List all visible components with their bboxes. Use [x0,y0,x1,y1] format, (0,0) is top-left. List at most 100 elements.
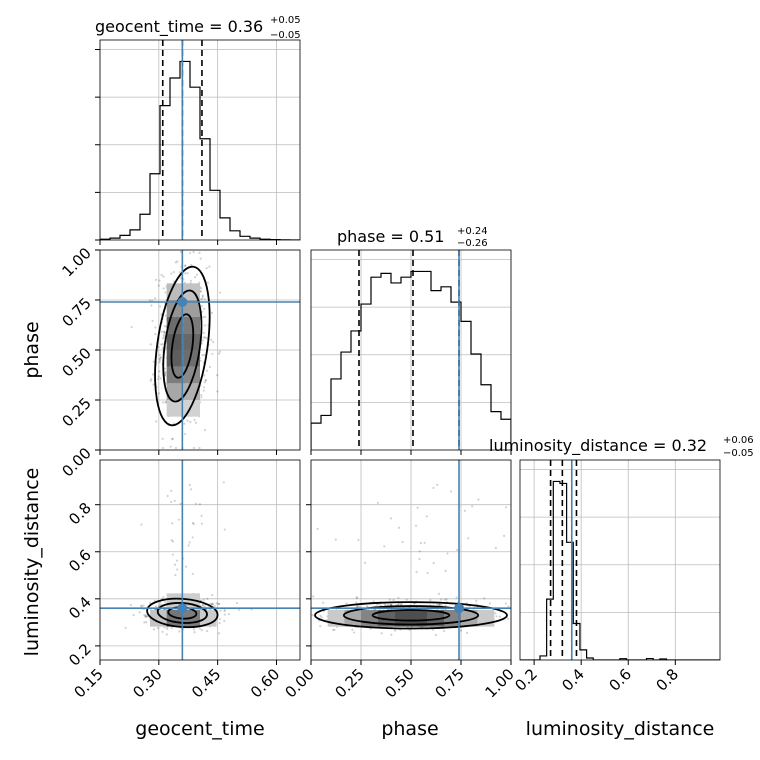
joint-geocent-time-phase-point [169,445,172,448]
joint-geocent-time-luminosity-distance-point [206,597,209,601]
joint-phase-luminosity-distance-point [432,486,435,490]
joint-geocent-time-phase-point [160,343,163,346]
joint-geocent-time-luminosity-distance-point [176,568,179,571]
joint-phase-luminosity-distance-point [380,632,383,635]
joint-phase-luminosity-distance-point [475,599,478,602]
joint-geocent-time-luminosity-distance-point [218,618,222,621]
joint-phase-luminosity-distance-density-cell [394,610,411,627]
panel-joint-geocent-time-phase: 0.00 0.25 0.50 0.75 1.00 [58,244,301,480]
joint-geocent-time-phase-point [162,330,166,333]
joint-phase-luminosity-distance-point [444,569,447,572]
hist-phase-steps [311,270,511,450]
joint-geocent-time-phase-point [157,392,160,395]
joint-geocent-time-phase-point [212,340,215,344]
joint-geocent-time-phase-point [198,446,201,450]
joint-geocent-time-luminosity-distance-point [222,481,225,484]
joint-phase-luminosity-distance-point [477,498,480,501]
joint-phase-luminosity-distance-point [355,601,358,604]
joint-geocent-time-luminosity-distance-point [217,632,221,635]
joint-geocent-time-phase-density-cell [183,350,200,367]
joint-phase-luminosity-distance-point [414,524,418,527]
joint-phase-luminosity-distance-point [426,571,429,575]
joint-phase-luminosity-distance-point [356,597,359,600]
hist-phase-content [311,250,511,450]
joint-phase-luminosity-distance-point [465,631,469,635]
joint-phase-luminosity-distance-point [416,506,419,509]
joint-geocent-time-phase-contour-0 [170,313,195,379]
joint-geocent-time-phase-point [202,331,205,335]
joint-geocent-time-phase-point [210,338,213,341]
joint-geocent-time-phase-point [171,437,175,440]
joint-geocent-time-phase-point [149,343,152,346]
joint-phase-luminosity-distance-point [397,526,401,529]
joint-phase-luminosity-distance-point [365,605,369,608]
joint-geocent-time-phase-point [178,271,181,274]
y-tick-label-joint-geocent-time-luminosity-distance-1: 0.4 [65,593,95,623]
joint-geocent-time-phase-point [194,275,197,279]
joint-phase-luminosity-distance-point [503,534,506,537]
joint-geocent-time-luminosity-distance-point [213,604,216,608]
joint-geocent-time-luminosity-distance-point [170,626,173,630]
joint-phase-luminosity-distance-point [467,537,470,540]
joint-geocent-time-phase-point [211,352,214,355]
joint-phase-luminosity-distance-point [440,604,443,607]
joint-geocent-time-phase-point [202,316,205,319]
joint-geocent-time-phase-point [162,333,165,336]
joint-geocent-time-phase-point [203,374,206,377]
joint-phase-luminosity-distance-point [351,628,354,631]
x-tick-label-hist-luminosity-distance-2: 0.6 [605,665,635,695]
joint-geocent-time-phase-point [162,335,165,338]
joint-geocent-time-phase-point [173,422,176,425]
joint-geocent-time-phase-point [201,339,204,342]
joint-phase-luminosity-distance-point [507,605,510,608]
joint-geocent-time-phase-point [158,353,161,356]
joint-geocent-time-luminosity-distance-point [211,603,214,606]
joint-geocent-time-phase-density-cell [166,283,184,300]
joint-geocent-time-phase-point [159,356,162,359]
joint-geocent-time-phase-point [158,370,161,373]
joint-geocent-time-luminosity-distance-point [154,605,158,608]
joint-geocent-time-luminosity-distance-point [203,605,206,608]
joint-geocent-time-luminosity-distance-point [198,503,202,506]
joint-geocent-time-luminosity-distance-point [237,608,240,612]
joint-geocent-time-phase-point [186,272,189,275]
joint-geocent-time-luminosity-distance-point [191,521,195,525]
joint-phase-luminosity-distance-point [334,538,337,541]
joint-geocent-time-luminosity-distance-point [201,604,204,607]
joint-geocent-time-luminosity-distance-point [173,563,177,566]
panels-layer: 0.2 0.4 0.6 0.8 0.00 0.25 0.50 0.75 1.00 0.15 0.30… [58,39,721,701]
joint-phase-luminosity-distance-point [355,605,359,608]
joint-geocent-time-phase-point [164,401,167,404]
joint-geocent-time-luminosity-distance-point [171,553,174,556]
joint-phase-luminosity-distance-point [364,561,367,564]
joint-phase-luminosity-distance-point [495,615,498,618]
joint-geocent-time-luminosity-distance-point [200,514,203,517]
joint-geocent-time-phase-density-cell [166,383,184,400]
joint-geocent-time-luminosity-distance-point [211,593,214,597]
joint-geocent-time-phase-point [189,420,192,423]
joint-geocent-time-phase-point [158,357,161,361]
joint-geocent-time-phase-point [193,418,196,421]
joint-phase-luminosity-distance-point [397,596,400,600]
hist-luminosity-distance-steps [520,480,720,660]
joint-geocent-time-phase-point [152,360,156,363]
joint-phase-luminosity-distance-point [311,614,314,617]
joint-geocent-time-luminosity-distance-point [166,627,169,631]
x-axis-label-luminosity-distance: luminosity_distance [526,718,715,740]
joint-geocent-time-phase-point [179,277,182,280]
title-luminosity-distance-main: luminosity_distance = 0.32 [489,436,707,456]
joint-geocent-time-luminosity-distance-point [200,629,203,632]
joint-geocent-time-phase-point [154,278,158,281]
joint-geocent-time-phase-point [161,337,165,340]
joint-geocent-time-phase-point [153,297,157,300]
joint-geocent-time-luminosity-distance-point [158,603,161,606]
joint-geocent-time-luminosity-distance-point [145,615,148,618]
joint-geocent-time-phase-point [205,267,208,270]
joint-geocent-time-luminosity-distance-point [163,626,166,629]
joint-geocent-time-luminosity-distance-point [215,602,218,605]
joint-geocent-time-luminosity-distance-point [177,518,181,521]
panel-hist-geocent-time [95,39,301,245]
joint-phase-luminosity-distance-point [504,602,507,605]
joint-geocent-time-luminosity-distance-point [164,600,167,604]
joint-geocent-time-luminosity-distance-point [223,613,226,616]
